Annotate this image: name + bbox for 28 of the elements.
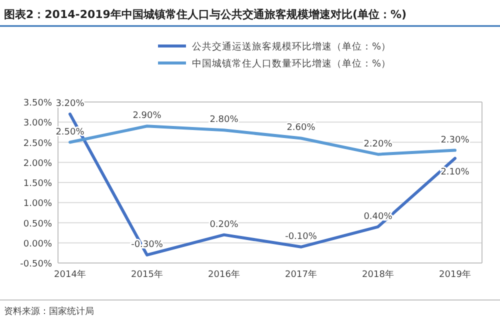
data-label: 2.60% (286, 123, 316, 134)
legend-label: 中国城镇常住人口数量环比增速（单位：%） (192, 58, 392, 70)
data-label: 2.90% (132, 111, 162, 122)
legend-label: 公共交通运送旅客规模环比增速（单位：%） (192, 40, 392, 52)
y-tick-label: 0.50% (23, 219, 52, 230)
data-label: 0.20% (210, 220, 239, 230)
data-label: 2.30% (440, 135, 470, 146)
data-label: -0.10% (285, 232, 318, 242)
y-tick-label: 3.50% (23, 98, 52, 108)
data-label: 2.10% (440, 167, 470, 178)
x-tick-label: 2014年 (54, 269, 86, 280)
y-tick-label: -0.50% (20, 260, 52, 270)
y-tick-label: 3.00% (23, 118, 52, 129)
y-tick-label: 0.00% (23, 239, 52, 250)
x-tick-label: 2016年 (208, 269, 240, 280)
x-tick-label: 2017年 (285, 269, 317, 280)
y-tick-label: 2.00% (23, 158, 52, 169)
data-label: 2.20% (364, 139, 393, 150)
data-label: 2.80% (210, 115, 239, 126)
y-tick-label: 1.50% (23, 179, 52, 189)
chart-title: 图表2：2014-2019年中国城镇常住人口与公共交通旅客规模增速对比(单位：%) (4, 8, 407, 21)
text: 资料来源：国家统计局 (4, 306, 94, 317)
y-tick-label: 2.50% (23, 138, 52, 149)
x-tick-label: 2019年 (439, 269, 471, 280)
x-tick-label: 2018年 (362, 269, 394, 280)
x-tick-label: 2015年 (131, 269, 163, 280)
data-label: 3.20% (56, 99, 85, 110)
y-tick-label: 1.00% (23, 199, 52, 210)
